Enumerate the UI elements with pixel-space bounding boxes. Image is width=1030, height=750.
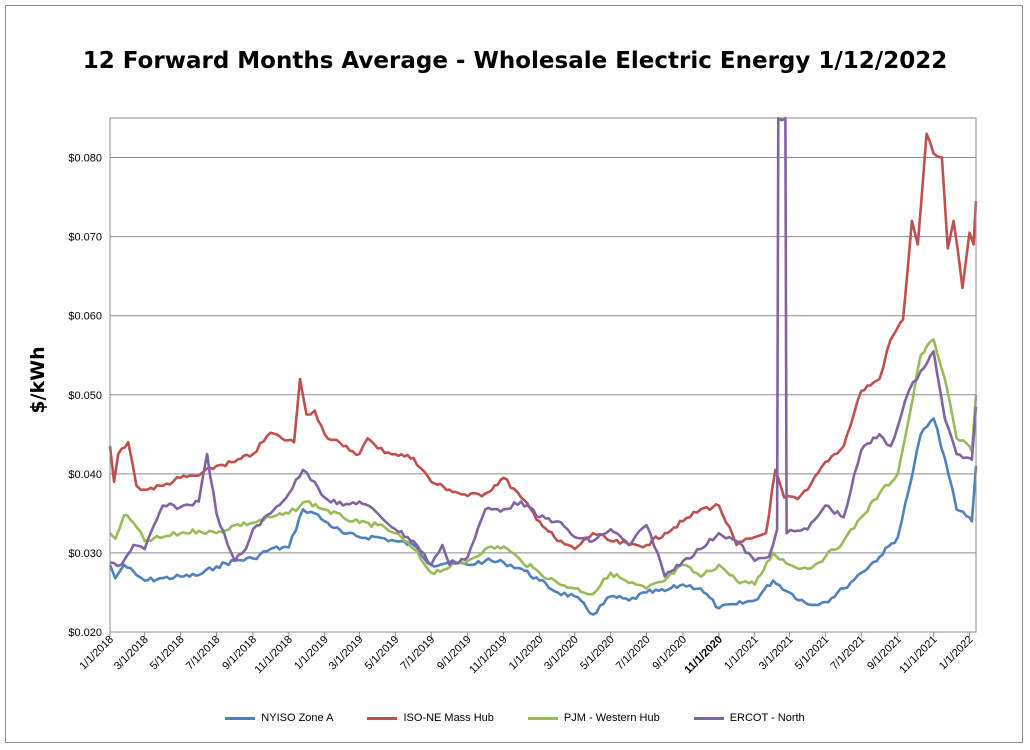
legend-item: ERCOT - North (693, 712, 805, 724)
legend: NYISO Zone A ISO-NE Mass Hub PJM - Western… (0, 712, 1030, 724)
y-tick-labels: $0.020 $0.030 $0.040 $0.050 $0.060 $0.070 $0.0… (68, 153, 102, 639)
series-lines (108, 116, 978, 616)
legend-label: NYISO Zone A (261, 712, 334, 724)
y-tick-label: $0.020 (68, 627, 102, 639)
x-tick-label: 7/1/2021 (829, 634, 868, 673)
x-tick-label: 1/1/2021 (722, 634, 761, 673)
chart-frame (5, 5, 1023, 743)
x-tick-label: 3/1/2018 (112, 634, 151, 673)
legend-label: ERCOT - North (729, 712, 805, 724)
legend-item: NYISO Zone A (225, 712, 333, 724)
y-tick-label: $0.080 (68, 153, 102, 165)
x-tick-label: 1/1/2022 (937, 634, 976, 673)
x-tick-label: 1/1/2018 (77, 634, 116, 673)
y-tick-label: $0.050 (68, 390, 102, 402)
series-line-iso-ne-mass-hub (108, 132, 978, 551)
chart-title: 12 Forward Months Average - Wholesale El… (82, 48, 948, 74)
x-tick-label: 11/1/2019 (467, 634, 510, 677)
legend-label: ISO-NE Mass Hub (403, 712, 494, 724)
x-tick-label: 11/1/2020 (682, 634, 725, 677)
gridlines (109, 157, 976, 637)
x-tick-label: 3/1/2019 (327, 634, 366, 673)
y-tick-label: $0.060 (68, 311, 102, 323)
x-tick-label: 11/1/2018 (252, 634, 295, 677)
legend-swatch (225, 716, 256, 720)
series-line-pjm-western-hub (109, 338, 978, 596)
legend-item: ISO-NE Mass Hub (367, 712, 494, 724)
legend-swatch (367, 716, 398, 720)
legend-swatch (693, 716, 724, 720)
x-tick-label: 5/1/2021 (793, 634, 832, 673)
legend-item: PJM - Western Hub (527, 712, 660, 724)
y-tick-label: $0.070 (68, 232, 102, 244)
legend-swatch (527, 716, 558, 720)
plot-border (109, 117, 977, 633)
series-line-nyiso-zone-a (108, 417, 978, 616)
x-tick-label: 3/1/2021 (757, 634, 796, 673)
x-tick-label: 11/1/2021 (897, 634, 940, 677)
x-tick-label: 5/1/2020 (578, 634, 617, 673)
x-tick-labels: 1/1/20183/1/20185/1/20187/1/20189/1/2018… (77, 634, 975, 677)
y-tick-label: $0.030 (68, 548, 102, 560)
x-tick-label: 5/1/2019 (363, 634, 402, 673)
x-tick-label: 5/1/2018 (148, 634, 187, 673)
x-tick-label: 3/1/2020 (542, 634, 581, 673)
x-tick-label: 1/1/2019 (292, 634, 331, 673)
legend-label: PJM - Western Hub (563, 712, 660, 724)
x-tick-label: 7/1/2019 (399, 634, 438, 673)
series-line-ercot-north (109, 116, 978, 578)
x-tick-label: 1/1/2020 (507, 634, 546, 673)
x-tick-label: 7/1/2018 (184, 634, 223, 673)
y-tick-label: $0.040 (68, 469, 102, 481)
x-tick-label: 7/1/2020 (614, 634, 653, 673)
